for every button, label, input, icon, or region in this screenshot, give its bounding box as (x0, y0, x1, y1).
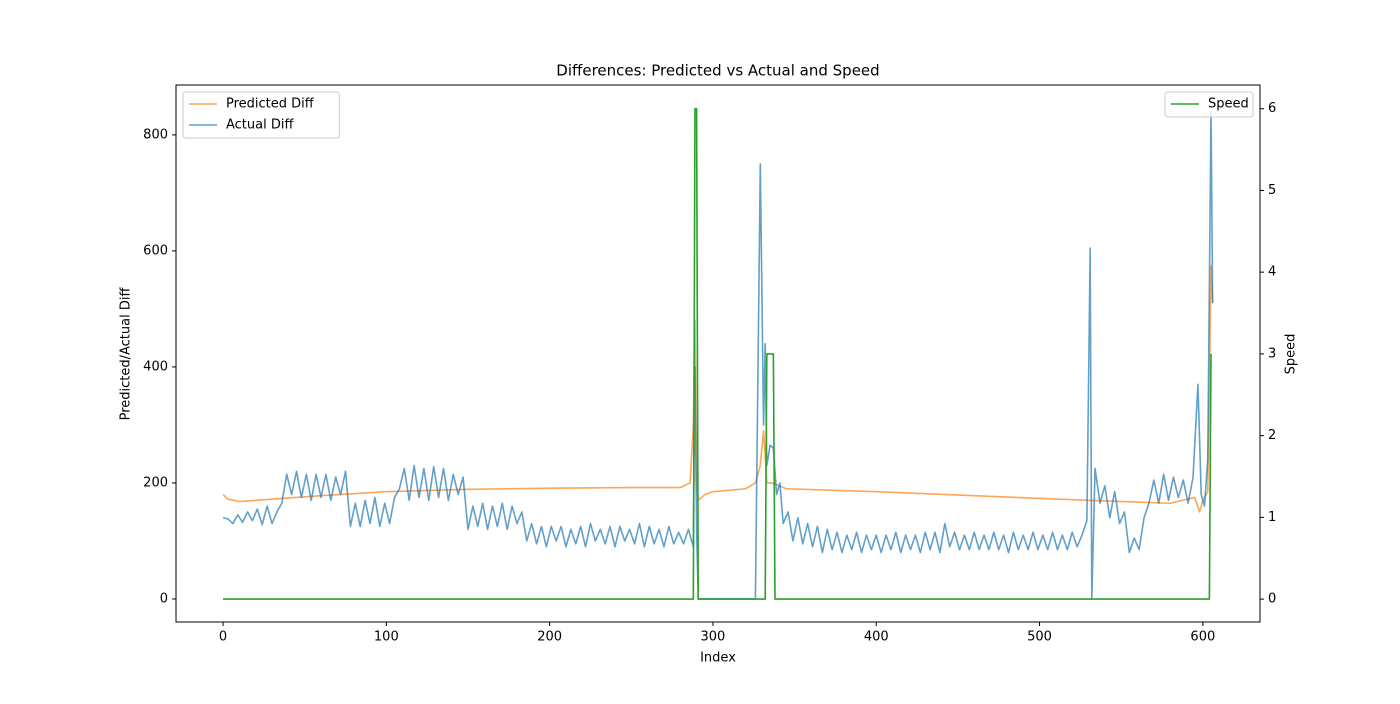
y-tick-label: 600 (143, 243, 168, 258)
y-tick-label: 400 (143, 359, 168, 374)
y2-tick-label: 0 (1268, 592, 1276, 607)
x-tick-label: 300 (701, 630, 726, 645)
y2-tick-label: 1 (1268, 510, 1276, 525)
y-axis-label: Predicted/Actual Diff (119, 287, 134, 421)
y2-axis-label: Speed (1284, 334, 1299, 375)
legend-box (182, 91, 340, 139)
data-line (222, 264, 1214, 513)
x-tick-label: 100 (374, 630, 399, 645)
legend-box (1164, 91, 1254, 118)
x-tick-label: 400 (864, 630, 889, 645)
data-line (223, 107, 1212, 600)
x-tick-label: 500 (1027, 630, 1052, 645)
x-tick-label: 600 (1190, 630, 1215, 645)
x-tick-label: 0 (219, 630, 227, 645)
y2-tick-label: 2 (1268, 428, 1276, 443)
x-tick-label: 200 (537, 630, 562, 645)
legend-label: Speed (1208, 97, 1249, 112)
y2-tick-label: 6 (1268, 101, 1276, 116)
y2-tick-label: 3 (1268, 346, 1276, 361)
chart-title: Differences: Predicted vs Actual and Spe… (556, 62, 879, 80)
y-tick-label: 0 (160, 591, 168, 606)
x-axis-label: Index (700, 651, 736, 666)
y2-tick-label: 5 (1268, 183, 1276, 198)
legend-label: Predicted Diff (226, 97, 315, 112)
y2-tick-label: 4 (1268, 265, 1276, 280)
y-tick-label: 200 (143, 475, 168, 490)
y-tick-label: 800 (143, 127, 168, 142)
plot-frame (175, 84, 1261, 623)
data-line (222, 110, 1214, 600)
legend-label: Actual Diff (226, 118, 294, 133)
